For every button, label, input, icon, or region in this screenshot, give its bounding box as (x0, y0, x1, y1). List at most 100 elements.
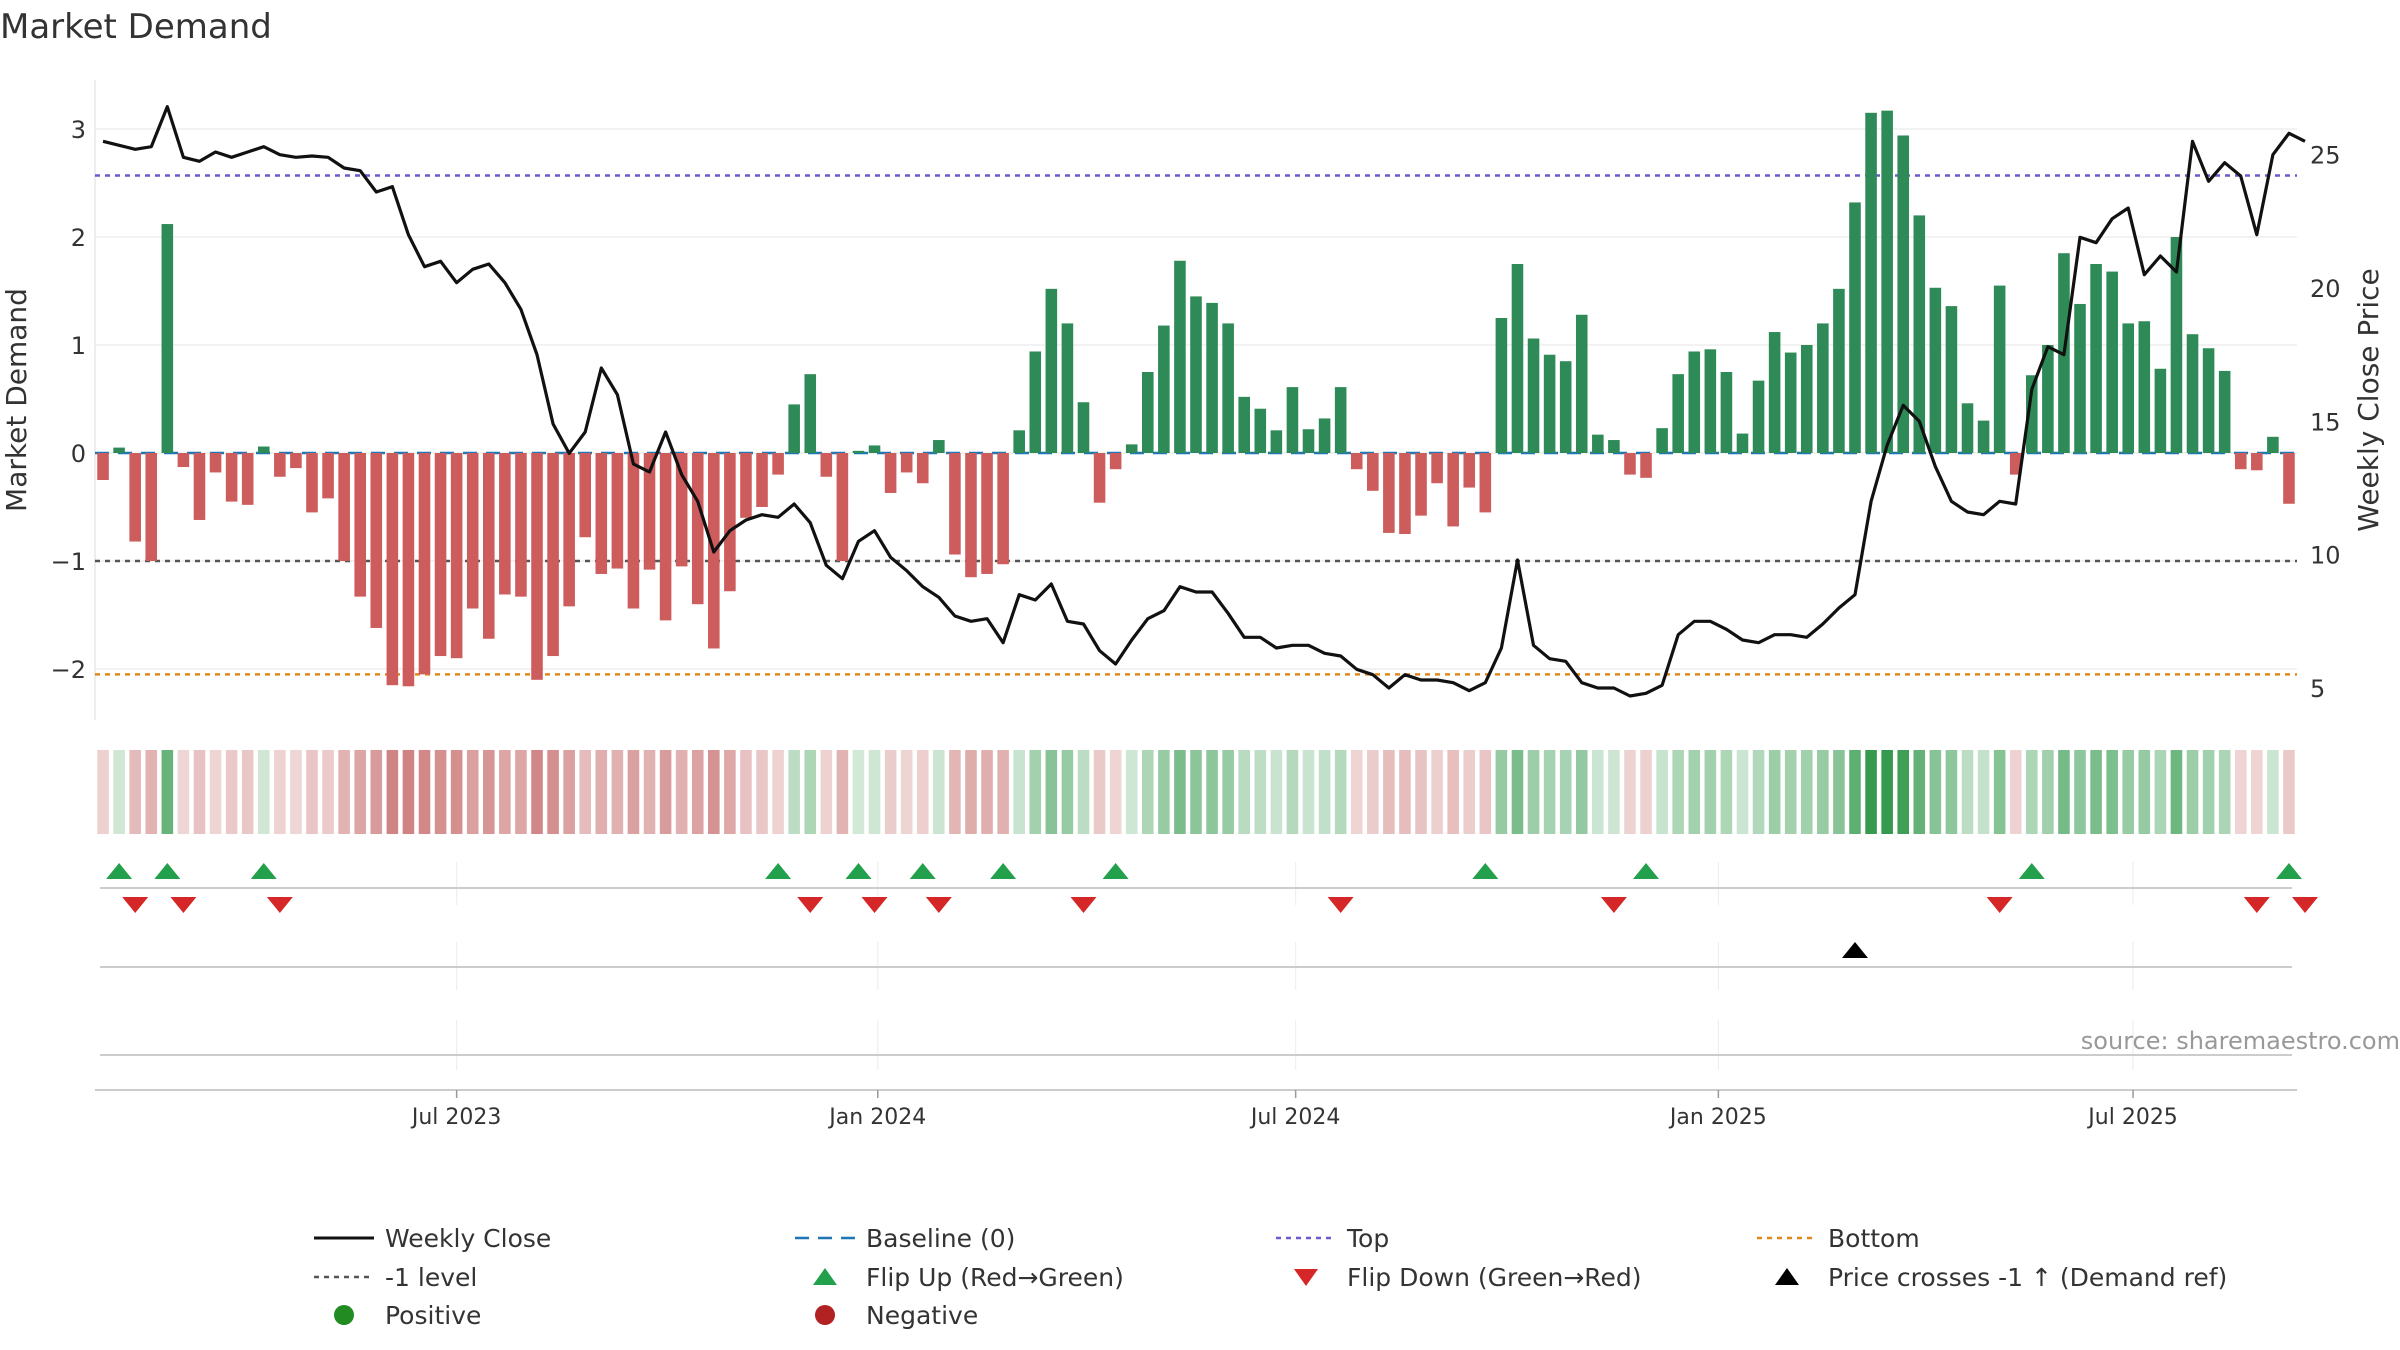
demand-bar-positive (1061, 323, 1074, 453)
demand-bar-positive (1190, 296, 1202, 453)
heat-cell-positive (2074, 750, 2086, 834)
demand-heat-strip (97, 750, 2295, 834)
demand-bar-positive (2026, 375, 2038, 453)
demand-bar-positive (1238, 396, 1251, 453)
heat-cell-positive (1222, 750, 1234, 834)
heat-cell-positive (1817, 750, 1829, 834)
demand-bar-negative (563, 453, 575, 607)
heat-cell-negative (740, 750, 752, 834)
heat-cell-negative (402, 750, 415, 834)
demand-bar-positive (1270, 430, 1283, 453)
heat-cell-positive (1125, 750, 1138, 834)
demand-bar-negative (145, 453, 158, 561)
heat-cell-negative (1447, 750, 1459, 834)
heat-cell-positive (2058, 750, 2070, 834)
demand-bar-negative (756, 453, 768, 507)
heat-cell-positive (1575, 750, 1588, 834)
heat-cell-positive (1592, 750, 1604, 834)
demand-bar-negative (1415, 453, 1427, 516)
legend-label: Weekly Close (385, 1224, 551, 1253)
demand-bar-negative (1463, 453, 1476, 488)
flip-down-marker (1070, 897, 1097, 913)
demand-bar-positive (2090, 264, 2102, 453)
right-tick-label: 5 (2310, 675, 2325, 703)
demand-bar-positive (1575, 314, 1588, 453)
heat-cell-positive (1495, 750, 1508, 834)
weekly-close-line (102, 105, 2306, 698)
demand-bar-negative (675, 453, 688, 567)
heat-cell-positive (804, 750, 817, 834)
reference-lines (95, 174, 2297, 676)
heat-cell-positive (2042, 750, 2054, 834)
flip-up-marker (1633, 863, 1660, 879)
demand-bar-negative (965, 453, 977, 578)
x-tick-label: Jul 2025 (2086, 1105, 2178, 1130)
demand-bar-positive (2267, 436, 2279, 453)
legend-label: Positive (385, 1301, 481, 1330)
demand-bar-negative (659, 453, 672, 621)
flip-down-marker (925, 897, 952, 913)
demand-bar-negative (193, 453, 206, 520)
heat-cell-negative (499, 750, 511, 834)
heat-cell-negative (1367, 750, 1379, 834)
heat-cell-positive (852, 750, 865, 834)
heat-cell-negative (900, 750, 913, 834)
right-axis: 25 20 15 10 5 (2310, 142, 2341, 703)
flip-down-marker (170, 897, 197, 913)
heat-cell-negative (820, 750, 833, 834)
demand-bar-negative (322, 453, 334, 499)
demand-bar-negative (2251, 453, 2263, 471)
demand-bar-positive (1029, 351, 1042, 453)
demand-bar-positive (2042, 345, 2054, 453)
left-axis: 3 2 1 0 −1 −2 (51, 116, 86, 684)
demand-bar-negative (1479, 453, 1492, 513)
heat-cell-positive (1029, 750, 1042, 834)
right-tick-label: 20 (2310, 275, 2341, 303)
demand-bar-negative (1350, 453, 1363, 470)
heat-cell-positive (1688, 750, 1701, 834)
flip-down-marker (122, 897, 149, 913)
heat-cell-negative (595, 750, 608, 834)
legend-label: Flip Down (Green→Red) (1347, 1263, 1642, 1292)
x-tick-label: Jul 2024 (1249, 1105, 1341, 1130)
right-tick-label: 10 (2310, 542, 2341, 570)
legend-label: Bottom (1828, 1224, 1920, 1253)
demand-bar-positive (804, 374, 817, 453)
source-note: source: sharemaestro.com (2081, 1027, 2400, 1055)
demand-bar-negative (611, 453, 624, 569)
demand-bar-negative (515, 453, 527, 597)
demand-bar-positive (788, 404, 800, 453)
demand-bar-positive (2138, 321, 2151, 453)
heat-cell-negative (611, 750, 624, 834)
chart-title: Market Demand (0, 7, 272, 47)
demand-bar-positive (1543, 354, 1556, 453)
heat-cell-negative (708, 750, 720, 834)
heat-cell-negative (466, 750, 479, 834)
flip-up-marker (845, 863, 872, 879)
heat-cell-negative (627, 750, 640, 834)
flip-up-marker (250, 863, 277, 879)
flip-down-marker (1600, 897, 1627, 913)
heat-cell-positive (2202, 750, 2215, 834)
heat-cell-positive (2090, 750, 2102, 834)
demand-bar-negative (1447, 453, 1459, 527)
flip-down-marker (2292, 897, 2319, 913)
demand-bar-negative (499, 453, 511, 595)
heat-cell-negative (145, 750, 158, 834)
heat-cell-positive (2154, 750, 2167, 834)
heat-cell-negative (483, 750, 495, 834)
heat-cell-positive (1977, 750, 1990, 834)
demand-bar-positive (257, 446, 270, 453)
right-tick-label: 25 (2310, 142, 2341, 170)
heat-cell-positive (1752, 750, 1765, 834)
demand-bar-negative (483, 453, 495, 639)
flip-up-marker (2018, 863, 2045, 879)
heat-cell-negative (193, 750, 206, 834)
legend-label: Baseline (0) (866, 1224, 1015, 1253)
flip-up-marker (909, 863, 936, 879)
heat-cell-positive (1286, 750, 1299, 834)
heat-cell-negative (515, 750, 527, 834)
demand-bar-negative (740, 453, 752, 518)
heat-cell-positive (1190, 750, 1202, 834)
